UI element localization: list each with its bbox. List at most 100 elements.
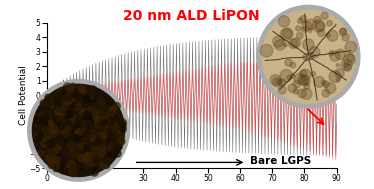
Circle shape	[65, 145, 68, 148]
Circle shape	[43, 117, 49, 124]
Circle shape	[300, 76, 310, 86]
Circle shape	[47, 161, 52, 165]
Circle shape	[110, 114, 117, 121]
Circle shape	[92, 155, 100, 164]
Circle shape	[115, 135, 117, 137]
Circle shape	[117, 130, 120, 134]
Circle shape	[101, 132, 107, 138]
Circle shape	[57, 95, 60, 97]
Circle shape	[273, 78, 282, 87]
Circle shape	[53, 150, 58, 155]
Circle shape	[46, 153, 54, 161]
Circle shape	[104, 156, 111, 164]
Circle shape	[37, 120, 41, 125]
Circle shape	[56, 154, 61, 160]
Circle shape	[74, 104, 77, 106]
Circle shape	[262, 10, 355, 103]
Circle shape	[99, 99, 104, 104]
Circle shape	[59, 88, 65, 93]
Circle shape	[61, 140, 65, 144]
Circle shape	[340, 28, 346, 34]
Circle shape	[300, 15, 307, 22]
Circle shape	[35, 116, 43, 124]
Circle shape	[91, 168, 98, 176]
Circle shape	[71, 149, 78, 156]
Circle shape	[83, 135, 90, 142]
Circle shape	[70, 116, 76, 122]
Circle shape	[41, 117, 47, 122]
Circle shape	[40, 100, 46, 105]
Circle shape	[43, 101, 50, 108]
Circle shape	[296, 33, 303, 39]
Circle shape	[118, 115, 121, 118]
Circle shape	[108, 158, 113, 162]
Circle shape	[44, 115, 49, 119]
Circle shape	[89, 86, 97, 94]
Circle shape	[100, 120, 108, 128]
Circle shape	[312, 20, 325, 32]
Circle shape	[70, 149, 78, 157]
Circle shape	[43, 122, 50, 129]
Circle shape	[89, 113, 97, 121]
Circle shape	[58, 129, 62, 134]
Circle shape	[303, 54, 310, 61]
Circle shape	[326, 33, 330, 37]
Circle shape	[102, 119, 109, 126]
Circle shape	[289, 39, 298, 49]
Circle shape	[36, 119, 42, 125]
Circle shape	[39, 135, 44, 140]
Circle shape	[85, 122, 92, 129]
Circle shape	[75, 131, 77, 134]
Circle shape	[72, 153, 75, 156]
Circle shape	[83, 96, 90, 103]
Circle shape	[56, 90, 58, 93]
Circle shape	[102, 103, 107, 108]
Circle shape	[275, 40, 285, 50]
Circle shape	[79, 132, 82, 135]
Circle shape	[76, 129, 81, 133]
Circle shape	[80, 138, 87, 146]
Circle shape	[55, 126, 61, 131]
Circle shape	[104, 163, 110, 168]
Circle shape	[118, 145, 122, 149]
Circle shape	[327, 30, 338, 41]
Circle shape	[74, 149, 79, 154]
Circle shape	[52, 155, 55, 158]
Circle shape	[45, 134, 48, 136]
Circle shape	[98, 97, 103, 101]
Circle shape	[66, 143, 72, 148]
Circle shape	[49, 125, 58, 133]
Circle shape	[97, 148, 105, 156]
Circle shape	[306, 19, 316, 29]
Circle shape	[90, 95, 95, 100]
Circle shape	[106, 101, 110, 105]
Circle shape	[110, 125, 114, 129]
Circle shape	[73, 104, 80, 110]
Circle shape	[58, 113, 61, 117]
Circle shape	[104, 157, 112, 165]
Circle shape	[96, 129, 104, 137]
Circle shape	[107, 144, 113, 149]
Circle shape	[102, 156, 104, 159]
Circle shape	[63, 137, 66, 140]
Circle shape	[114, 137, 119, 142]
Circle shape	[60, 119, 65, 123]
Circle shape	[50, 140, 53, 143]
Circle shape	[321, 12, 328, 19]
Circle shape	[53, 166, 59, 172]
Circle shape	[101, 109, 105, 113]
Circle shape	[100, 135, 103, 138]
Circle shape	[101, 155, 104, 158]
Circle shape	[68, 92, 70, 94]
Circle shape	[300, 69, 311, 80]
Circle shape	[45, 94, 51, 100]
Circle shape	[68, 143, 75, 150]
Circle shape	[302, 21, 312, 31]
Circle shape	[103, 119, 107, 124]
Circle shape	[51, 164, 55, 168]
Circle shape	[288, 84, 297, 92]
Circle shape	[90, 146, 94, 150]
Circle shape	[53, 115, 61, 123]
Circle shape	[91, 146, 95, 150]
Circle shape	[65, 165, 69, 168]
